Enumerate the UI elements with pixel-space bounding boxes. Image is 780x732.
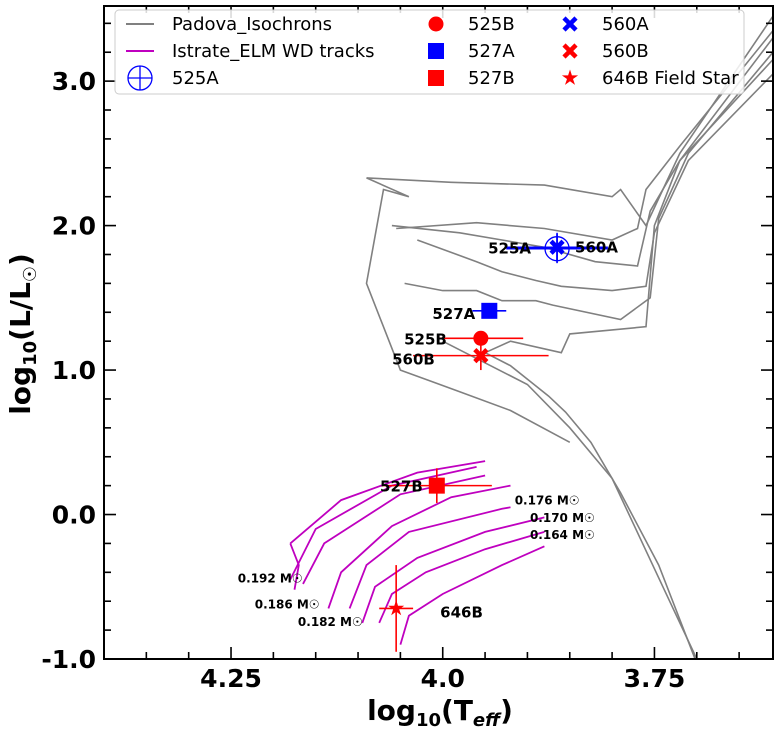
point-label-560B: 560B <box>392 351 435 369</box>
legend-label-8: 646B Field Star <box>602 68 739 89</box>
marker-560A <box>549 239 565 255</box>
point-label-560A: 560A <box>575 238 618 256</box>
marker-525B <box>473 330 489 346</box>
legend-marker-6 <box>562 16 578 32</box>
mass-label-3: 0.192 M☉ <box>238 571 303 585</box>
wd-track-4 <box>327 484 511 609</box>
legend-entry-4: 527A <box>428 41 515 62</box>
legend-marker-3 <box>428 16 444 32</box>
legend-marker-7 <box>562 43 578 59</box>
isochrone-curve-1 <box>484 58 773 354</box>
legend-entry-7: 560B <box>562 41 649 62</box>
legend-marker-6-b <box>562 16 578 32</box>
marker-560A-b <box>549 239 565 255</box>
plot-frame <box>103 5 774 660</box>
legend-marker-5 <box>428 70 444 86</box>
point-label-527B: 527B <box>380 478 423 496</box>
point-labels: 525A 560A 527A 525B 560B 527B 646B 0.176 M☉ 0.17… <box>238 238 619 629</box>
point-label-527A: 527A <box>432 305 475 323</box>
legend-label-0: Padova_Isochrons <box>172 14 332 35</box>
y-tick-label-2: 1.0 <box>52 356 96 385</box>
isochrone-curve-6 <box>365 177 571 444</box>
wd-track-2 <box>289 466 477 580</box>
y-tick-label-0: -1.0 <box>41 645 96 674</box>
legend-marker-7-b <box>562 43 578 59</box>
legend-label-1: Istrate_ELM WD tracks <box>172 41 375 62</box>
legend-marker-4 <box>428 43 444 59</box>
wd-track-8 <box>399 545 545 645</box>
point-label-646B: 646B <box>440 603 483 621</box>
error-bars <box>379 232 608 652</box>
legend-entry-2: 525A <box>127 65 219 91</box>
mass-label-5: 0.182 M☉ <box>298 615 363 629</box>
x-axis-title: log10(Teff) <box>367 694 513 731</box>
isochrone-curve-7 <box>366 15 773 228</box>
x-tick-label-2: 3.75 <box>624 664 686 693</box>
mass-label-1: 0.170 M☉ <box>530 511 595 525</box>
isochrone-curve-5 <box>396 30 773 241</box>
legend: Padova_Isochrons Istrate_ELM WD tracks 525… <box>114 9 745 95</box>
isochrone-curve-4 <box>391 37 773 267</box>
mass-label-0: 0.176 M☉ <box>515 493 580 507</box>
legend-entry-0: Padova_Isochrons <box>126 14 332 35</box>
legend-label-4: 527A <box>468 41 515 62</box>
legend-entry-6: 560A <box>562 14 649 35</box>
wd-track-5 <box>348 506 511 609</box>
isochrone-curve-0 <box>484 351 696 659</box>
legend-marker-8 <box>561 69 579 85</box>
wd-track-0 <box>289 543 300 590</box>
y-tick-label-1: 0.0 <box>52 501 96 530</box>
legend-marker-2 <box>127 65 153 91</box>
isochrone-curve-2 <box>404 51 773 321</box>
legend-label-3: 525B <box>468 14 515 35</box>
marker-560B-b <box>473 348 489 364</box>
legend-label-7: 560B <box>602 41 649 62</box>
axes: 4.25 4.0 3.75 -1.0 0.0 1.0 2.0 3.0 <box>41 5 774 693</box>
wd-track-6 <box>361 516 545 624</box>
isochrone-curve-3 <box>417 73 773 292</box>
marker-646B <box>388 599 405 616</box>
x-tick-label-0: 4.25 <box>200 664 262 693</box>
y-axis-title: log10(L/L☉) <box>4 253 41 415</box>
wd-track-7 <box>378 531 545 624</box>
padova-isochrones <box>365 15 773 659</box>
x-tick-label-1: 4.0 <box>421 664 465 693</box>
marker-527A <box>481 302 498 319</box>
marker-560B <box>473 348 489 364</box>
wd-track-1 <box>289 460 486 545</box>
mass-label-2: 0.164 M☉ <box>530 528 595 542</box>
data-points <box>388 236 570 616</box>
legend-label-2: 525A <box>172 68 219 89</box>
legend-entry-5: 527B <box>428 68 515 89</box>
point-label-525B: 525B <box>404 330 447 348</box>
legend-label-6: 560A <box>602 14 649 35</box>
y-tick-label-4: 3.0 <box>52 67 96 96</box>
mass-label-4: 0.186 M☉ <box>255 597 320 611</box>
y-tick-label-3: 2.0 <box>52 212 96 241</box>
legend-label-5: 527B <box>468 68 515 89</box>
marker-527B <box>428 477 445 494</box>
legend-entry-8: 646B Field Star <box>561 68 739 89</box>
legend-entry-3: 525B <box>428 14 515 35</box>
legend-entry-1: Istrate_ELM WD tracks <box>126 41 375 62</box>
isochrone-curve-8 <box>442 340 698 659</box>
point-label-525A: 525A <box>488 240 531 258</box>
